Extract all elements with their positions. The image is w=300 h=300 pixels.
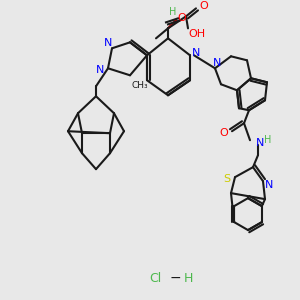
Text: O: O	[220, 128, 228, 138]
Text: H: H	[169, 8, 177, 17]
Text: N: N	[192, 48, 200, 58]
Text: H: H	[183, 272, 193, 284]
Text: N: N	[256, 138, 264, 148]
Text: N: N	[104, 38, 112, 48]
Text: H: H	[264, 135, 272, 145]
Text: Cl: Cl	[149, 272, 161, 284]
Text: N: N	[213, 58, 221, 68]
Text: OH: OH	[188, 29, 205, 39]
Text: S: S	[224, 174, 231, 184]
Text: N: N	[265, 180, 273, 190]
Text: −: −	[169, 271, 181, 285]
Text: CH₃: CH₃	[132, 81, 148, 90]
Text: N: N	[96, 65, 104, 75]
Text: O: O	[178, 14, 186, 23]
Text: O: O	[200, 2, 208, 11]
